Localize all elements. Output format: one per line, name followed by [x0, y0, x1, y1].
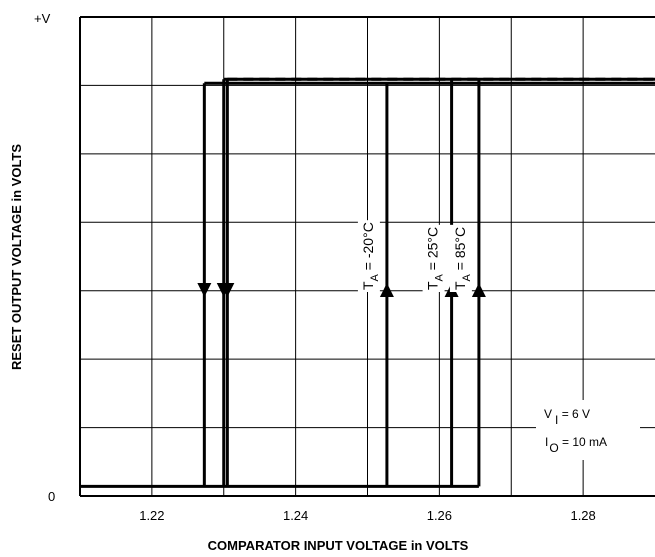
x-tick-label: 1.26 [427, 508, 452, 523]
y-axis-title: RESET OUTPUT VOLTAGE in VOLTS [9, 144, 24, 370]
io-main: I [545, 435, 548, 449]
falling-arrow [220, 283, 235, 298]
io-rest: = 10 mA [559, 435, 607, 449]
svg-text:IO = 10 mA: IO = 10 mA [545, 435, 607, 455]
plot-frame [79, 16, 655, 497]
rising-arrow [471, 283, 486, 298]
tick-labels: 1.22 1.24 1.26 1.28 0 +V [34, 11, 596, 523]
x-tick-label: 1.28 [570, 508, 595, 523]
curve-label: TA = 25°C [422, 224, 446, 292]
rising-arrow [379, 283, 394, 298]
y-tick-label: +V [34, 11, 51, 26]
curve-label-background [422, 224, 445, 292]
curves: TA = -20°C TA = 25°C TA = 85°C [80, 77, 655, 488]
curve-label-background [449, 224, 472, 292]
x-axis-title: COMPARATOR INPUT VOLTAGE in VOLTS [208, 538, 469, 553]
vi-main: V [544, 407, 552, 421]
curve-label-background [357, 220, 380, 292]
x-tick-label: 1.22 [139, 508, 164, 523]
curve-label-text: TA = -20°C [360, 222, 381, 290]
falling-arrow [197, 283, 212, 298]
io-sub: O [549, 441, 558, 455]
vi-sub: I [555, 413, 558, 427]
vi-rest: = 6 V [558, 407, 590, 421]
svg-text:VI = 6 V: VI = 6 V [544, 407, 590, 427]
y-tick-label: 0 [48, 489, 55, 504]
x-tick-label: 1.24 [283, 508, 308, 523]
curve-label: TA = -20°C [357, 220, 381, 292]
curve-label: TA = 85°C [449, 224, 473, 292]
curve-label-text: TA = 25°C [425, 227, 446, 290]
curve-label-text: TA = 85°C [452, 227, 473, 290]
